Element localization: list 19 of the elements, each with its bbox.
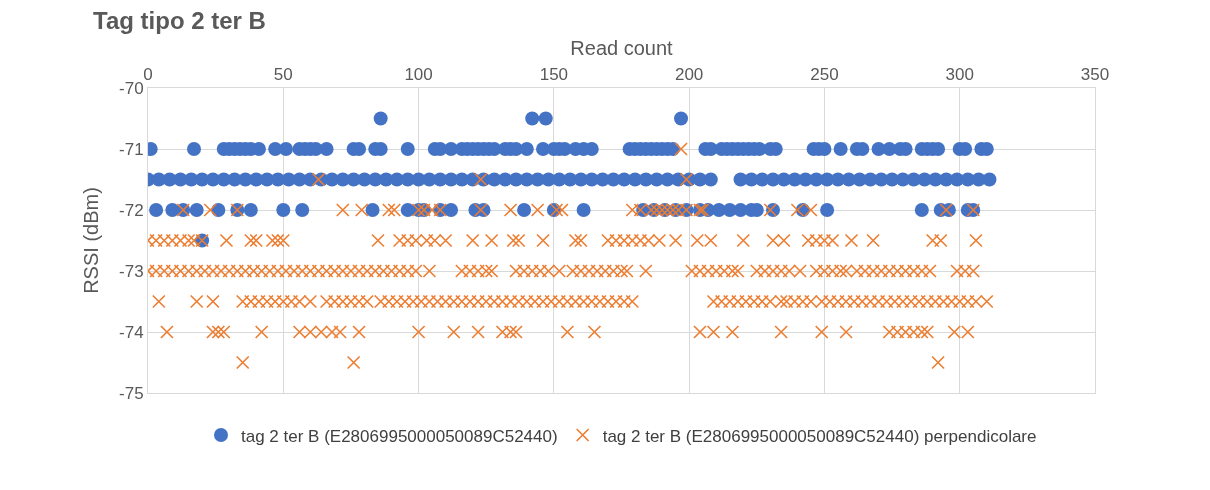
x-tick-label: 0 [143,65,153,85]
chart-title: Tag tipo 2 ter B [93,7,266,34]
y-tick-label: -73 [119,261,144,281]
x-tick-label: 150 [539,65,569,85]
legend-label: tag 2 ter B (E2806995000050089C52440) perpendicolare [602,426,1037,446]
x-tick-label: 200 [674,65,704,85]
x-tick-label: 250 [810,65,839,85]
y-axis-title: RSSI (dBm) [79,187,102,294]
y-tick-label: -74 [119,322,144,342]
x-tick-label: 100 [404,65,433,85]
x-tick-label: 50 [273,65,293,85]
x-tick-label: 350 [1080,65,1110,85]
legend-label: tag 2 ter B (E2806995000050089C52440) [241,426,558,446]
x-axis-title: Read count [570,36,674,59]
y-tick-label: -75 [119,383,144,403]
y-tick-label: -72 [119,200,144,220]
y-tick-label: -71 [119,139,144,159]
y-tick-label: -70 [119,78,144,98]
x-tick-label: 300 [945,65,974,85]
